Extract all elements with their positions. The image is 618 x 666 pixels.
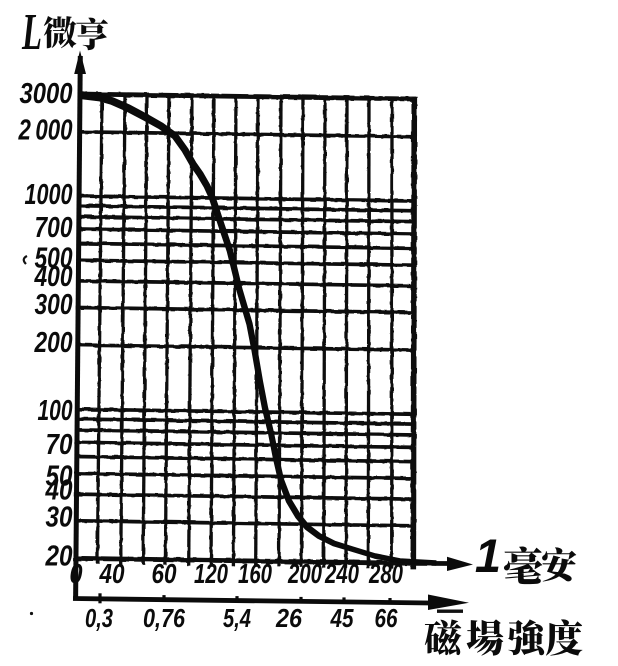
svg-text:500: 500 bbox=[35, 243, 73, 275]
svg-text:26: 26 bbox=[275, 603, 302, 633]
svg-text:1000: 1000 bbox=[25, 179, 73, 211]
svg-text:240: 240 bbox=[324, 558, 359, 589]
svg-text:30: 30 bbox=[46, 502, 73, 534]
svg-text:3000: 3000 bbox=[20, 78, 73, 110]
svg-text:45: 45 bbox=[330, 603, 354, 633]
svg-text:L: L bbox=[21, 4, 42, 61]
svg-text:20: 20 bbox=[45, 541, 73, 573]
svg-text:1: 1 bbox=[475, 529, 501, 582]
svg-text:200: 200 bbox=[287, 558, 322, 589]
svg-text:70: 70 bbox=[46, 429, 73, 461]
svg-text:100: 100 bbox=[38, 395, 73, 427]
svg-text:200: 200 bbox=[34, 327, 73, 359]
svg-text:300: 300 bbox=[35, 289, 73, 321]
svg-text:40: 40 bbox=[99, 558, 125, 589]
svg-text:400: 400 bbox=[34, 261, 73, 293]
svg-text:40: 40 bbox=[45, 475, 73, 507]
svg-text:5,4: 5,4 bbox=[223, 603, 251, 633]
svg-text:60: 60 bbox=[152, 558, 177, 589]
svg-text:0,76: 0,76 bbox=[143, 603, 185, 633]
svg-text:50: 50 bbox=[46, 461, 73, 493]
svg-text:0,3: 0,3 bbox=[85, 603, 113, 633]
svg-text:0: 0 bbox=[70, 558, 83, 589]
svg-text:280: 280 bbox=[368, 558, 403, 589]
svg-text:66: 66 bbox=[375, 603, 398, 633]
svg-text:160: 160 bbox=[238, 558, 272, 589]
svg-text:120: 120 bbox=[194, 558, 228, 589]
svg-text:700: 700 bbox=[35, 212, 73, 244]
svg-text:2 000: 2 000 bbox=[18, 114, 73, 146]
